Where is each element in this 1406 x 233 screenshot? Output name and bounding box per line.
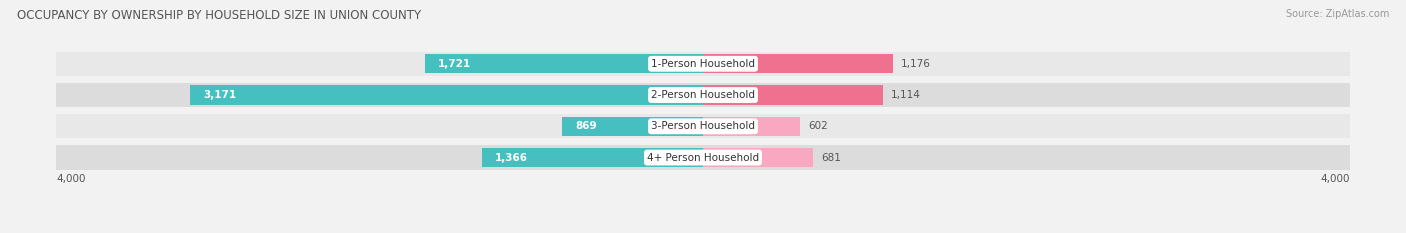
Bar [562,116,703,136]
Text: 1-Person Household: 1-Person Household [651,59,755,69]
Text: 3,171: 3,171 [204,90,236,100]
Bar [425,54,703,73]
Bar [56,83,1350,107]
Bar [56,145,1350,170]
Bar [190,85,703,105]
Text: 602: 602 [808,121,828,131]
Text: 681: 681 [821,153,841,163]
Text: 1,366: 1,366 [495,153,529,163]
Text: OCCUPANCY BY OWNERSHIP BY HOUSEHOLD SIZE IN UNION COUNTY: OCCUPANCY BY OWNERSHIP BY HOUSEHOLD SIZE… [17,9,420,22]
Text: 869: 869 [575,121,598,131]
Bar [56,114,1350,138]
Text: 1,176: 1,176 [901,59,931,69]
Bar [703,85,883,105]
Text: 1,721: 1,721 [437,59,471,69]
Text: 2-Person Household: 2-Person Household [651,90,755,100]
Bar [482,148,703,167]
Bar [56,51,1350,76]
Text: 4+ Person Household: 4+ Person Household [647,153,759,163]
Bar [703,148,813,167]
Text: 4,000: 4,000 [1320,174,1350,184]
Bar [703,54,893,73]
Text: 1,114: 1,114 [891,90,921,100]
Text: Source: ZipAtlas.com: Source: ZipAtlas.com [1285,9,1389,19]
Text: 4,000: 4,000 [56,174,86,184]
Text: 3-Person Household: 3-Person Household [651,121,755,131]
Bar [703,116,800,136]
